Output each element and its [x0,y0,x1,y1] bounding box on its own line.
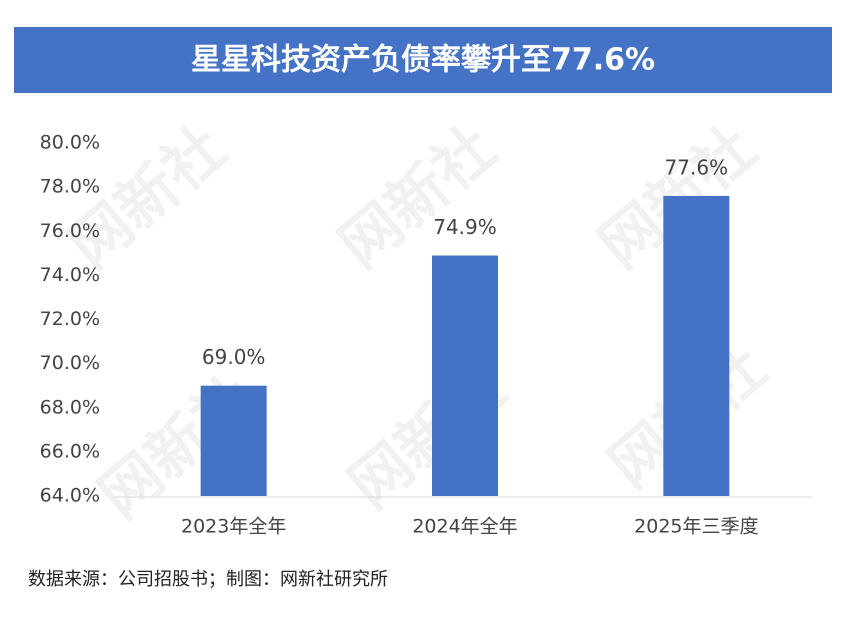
y-tick-label: 80.0% [40,132,100,154]
y-tick-label: 66.0% [40,440,100,462]
y-tick-label: 76.0% [40,220,100,242]
title-banner [14,27,832,93]
value-label: 77.6% [665,155,729,179]
y-tick-label: 78.0% [40,176,100,198]
source-note: 数据来源：公司招股书；制图：网新社研究所 [28,569,388,590]
y-tick-label: 72.0% [40,308,100,330]
y-tick-label: 68.0% [40,396,100,418]
bar [663,195,730,496]
bar [432,255,498,496]
y-tick-label: 70.0% [40,352,100,374]
bar [200,385,267,496]
x-tick-label: 2024年全年 [412,516,517,538]
y-tick-label: 64.0% [40,485,100,507]
x-tick-label: 2025年三季度 [634,516,758,538]
x-tick-label: 2023年全年 [181,516,286,538]
value-label: 69.0% [202,345,266,369]
y-tick-label: 74.0% [40,264,100,286]
value-label: 74.9% [433,215,497,239]
chart-title: 星星科技资产负债率攀升至77.6% [191,43,655,78]
